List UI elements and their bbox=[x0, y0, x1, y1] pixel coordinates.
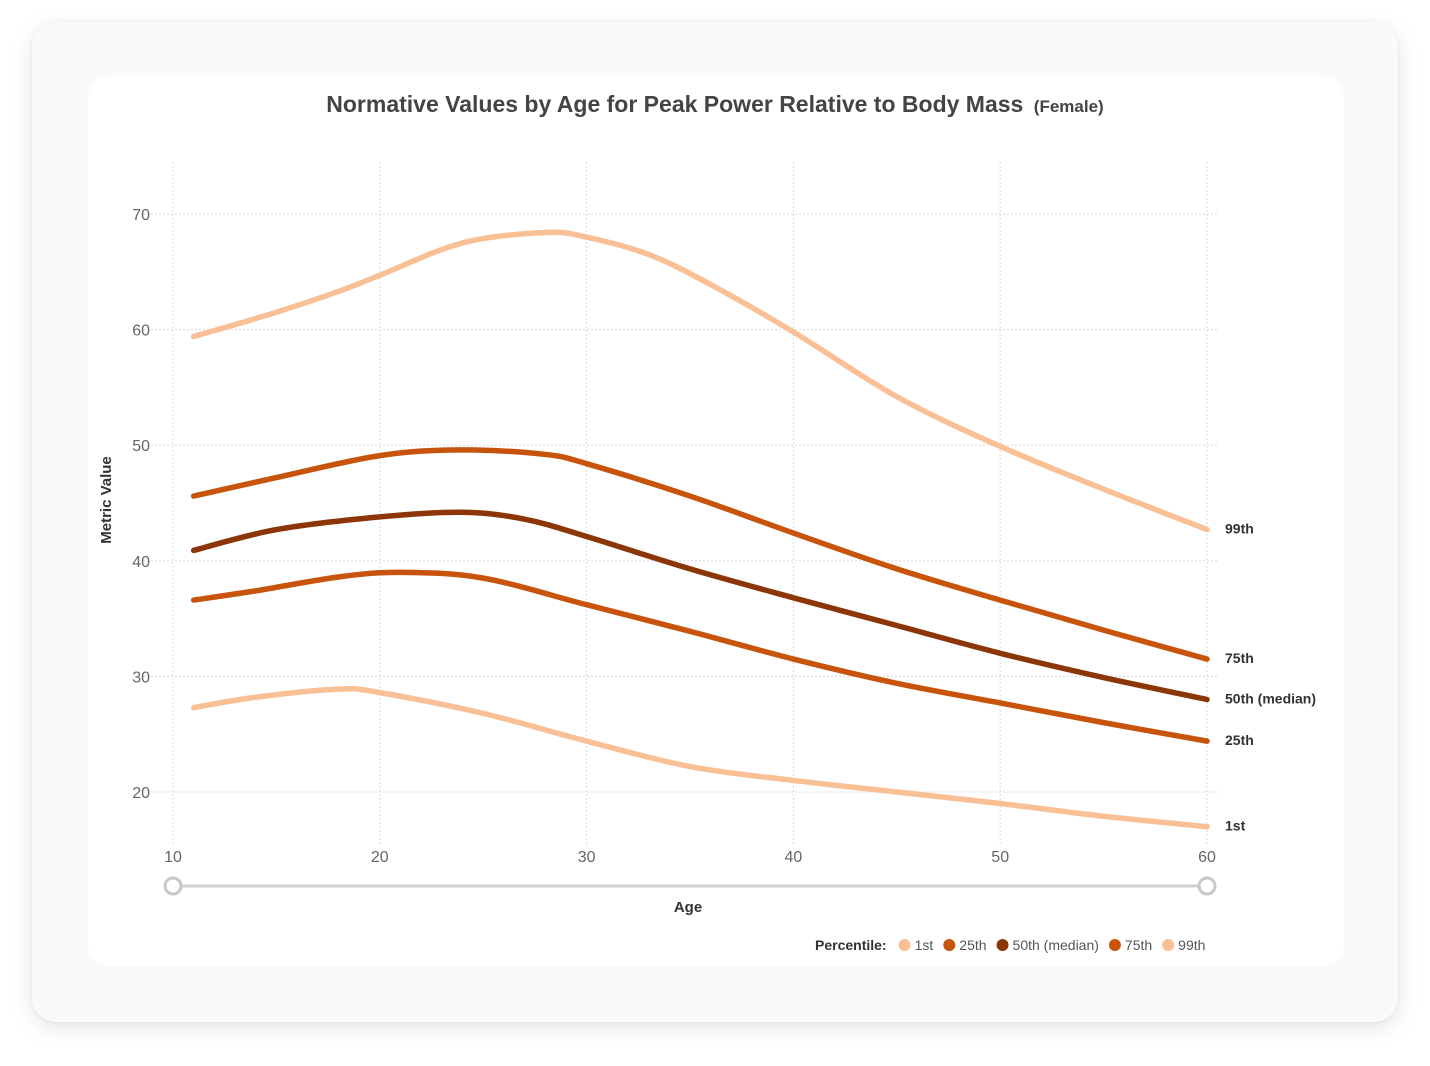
y-tick-label: 70 bbox=[132, 207, 150, 224]
y-tick-label: 40 bbox=[132, 554, 150, 571]
y-axis-ticks: 20 30 40 50 60 70 bbox=[132, 207, 150, 802]
x-tick-label: 50 bbox=[991, 849, 1009, 866]
legend-title: Percentile: bbox=[815, 937, 887, 953]
series-end-label: 1st bbox=[1225, 818, 1246, 834]
series-end-labels: 1st 25th 50th (median) 75th 99th bbox=[1225, 521, 1316, 834]
x-tick-label: 10 bbox=[164, 849, 182, 866]
x-tick-label: 40 bbox=[785, 849, 803, 866]
chart-title-group: Normative Values by Age for Peak Power R… bbox=[326, 91, 1103, 117]
chart-subtitle: (Female) bbox=[1034, 97, 1104, 116]
chart-title: Normative Values by Age for Peak Power R… bbox=[326, 91, 1023, 117]
legend: Percentile: 1st 25th 50th (median) 75th 99th bbox=[815, 937, 1205, 953]
series-line-75th bbox=[190, 447, 1210, 662]
x-tick-label: 20 bbox=[371, 849, 389, 866]
series-lines bbox=[190, 229, 1210, 830]
slider-handle-max[interactable] bbox=[1197, 876, 1217, 896]
series-line-25th bbox=[190, 569, 1210, 744]
series-end-label: 50th (median) bbox=[1225, 691, 1316, 707]
legend-item-label: 75th bbox=[1125, 937, 1152, 953]
series-line-99th bbox=[190, 229, 1210, 533]
series-end-label: 75th bbox=[1225, 650, 1254, 666]
series-line-1st bbox=[190, 686, 1210, 830]
series-line-50th bbox=[190, 509, 1210, 703]
legend-swatch bbox=[1108, 939, 1121, 951]
legend-swatch bbox=[1162, 939, 1175, 951]
legend-swatch bbox=[898, 939, 911, 951]
legend-swatch bbox=[996, 939, 1009, 951]
y-axis-title: Metric Value bbox=[98, 456, 115, 544]
x-axis-ticks: 10 20 30 40 50 60 bbox=[164, 849, 1216, 866]
legend-item-label: 25th bbox=[959, 937, 986, 953]
y-tick-label: 50 bbox=[132, 438, 150, 455]
y-tick-label: 20 bbox=[132, 785, 150, 802]
legend-item-label: 50th (median) bbox=[1013, 937, 1099, 953]
legend-swatch bbox=[943, 939, 956, 951]
y-tick-label: 60 bbox=[132, 323, 150, 340]
grid bbox=[143, 162, 1219, 844]
y-tick-label: 30 bbox=[132, 669, 150, 686]
x-tick-label: 30 bbox=[578, 849, 596, 866]
x-tick-label: 60 bbox=[1198, 849, 1216, 866]
legend-item-label: 1st bbox=[915, 937, 934, 953]
x-axis-title: Age bbox=[674, 899, 702, 916]
legend-item-label: 99th bbox=[1178, 937, 1205, 953]
slider-handle-min[interactable] bbox=[163, 876, 183, 896]
series-end-label: 99th bbox=[1225, 521, 1254, 537]
series-end-label: 25th bbox=[1225, 732, 1254, 748]
age-range-slider[interactable] bbox=[163, 876, 1217, 896]
